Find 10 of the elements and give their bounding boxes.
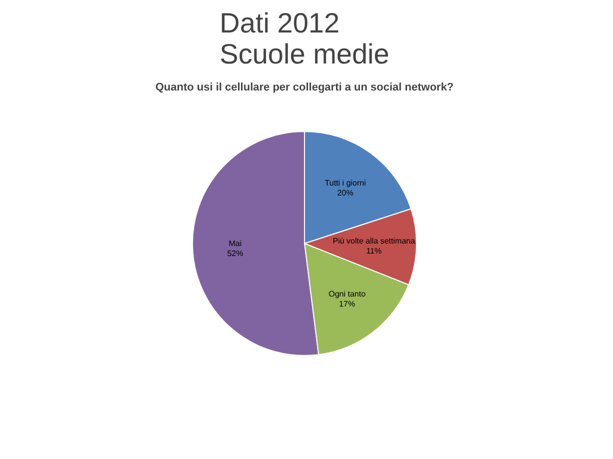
slice-label: Più volte alla settimana <box>332 236 416 246</box>
data-label: 17% <box>339 299 356 308</box>
chart-subtitle: Quanto usi il cellulare per collegarti a un social network? <box>155 82 454 94</box>
data-label: 52% <box>227 248 244 258</box>
data-label: 20% <box>337 188 354 198</box>
slice-label: Tutti i giorni <box>324 178 366 188</box>
slice-label: Ogni tanto <box>328 289 366 298</box>
data-label: 11% <box>366 246 382 256</box>
slice-label: Mai <box>228 238 242 248</box>
chart-title: Dati 2012 Scuole medie <box>220 8 390 70</box>
